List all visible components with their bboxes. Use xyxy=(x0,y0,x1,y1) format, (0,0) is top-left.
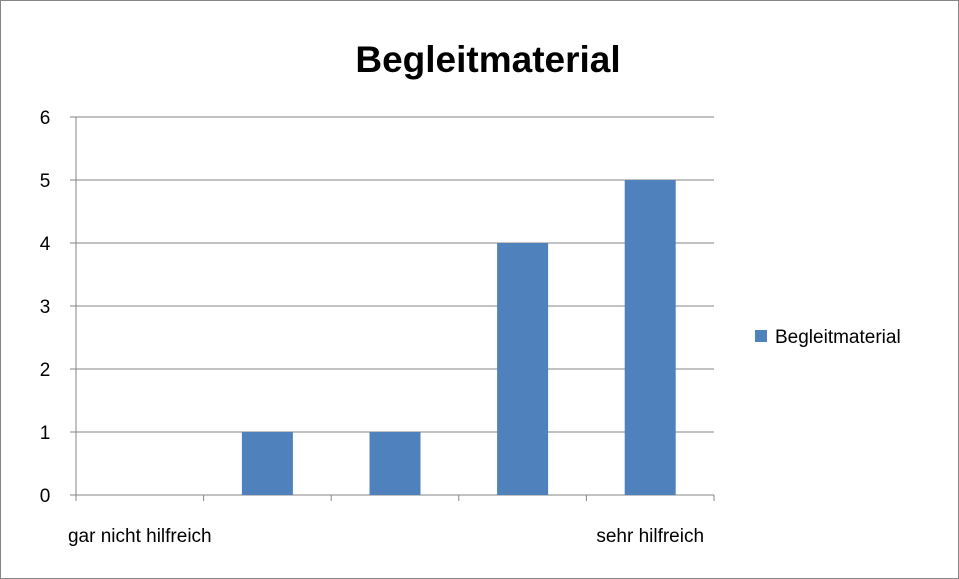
y-tick-label: 4 xyxy=(40,234,51,255)
chart-title: Begleitmaterial xyxy=(355,39,620,80)
x-tick-label: gar nicht hilfreich xyxy=(68,526,212,547)
tick-labels: 0 1 2 3 4 5 6 gar nicht hilfreich sehr hilfreich xyxy=(40,108,704,547)
y-tick-label: 5 xyxy=(40,171,51,192)
bar xyxy=(624,180,676,495)
y-tick-label: 0 xyxy=(40,486,51,507)
bar xyxy=(241,432,293,495)
y-tick-label: 2 xyxy=(40,360,51,381)
y-tick-label: 6 xyxy=(40,108,51,129)
bar xyxy=(497,243,549,495)
legend: Begleitmaterial xyxy=(755,327,901,348)
bars xyxy=(241,180,676,495)
gridlines xyxy=(76,116,714,433)
legend-label-begleitmaterial: Begleitmaterial xyxy=(775,327,901,348)
x-tick-label: sehr hilfreich xyxy=(596,526,704,547)
legend-swatch xyxy=(755,330,767,342)
bar xyxy=(369,432,421,495)
y-tick-label: 3 xyxy=(40,297,51,318)
y-tick-label: 1 xyxy=(40,423,51,444)
